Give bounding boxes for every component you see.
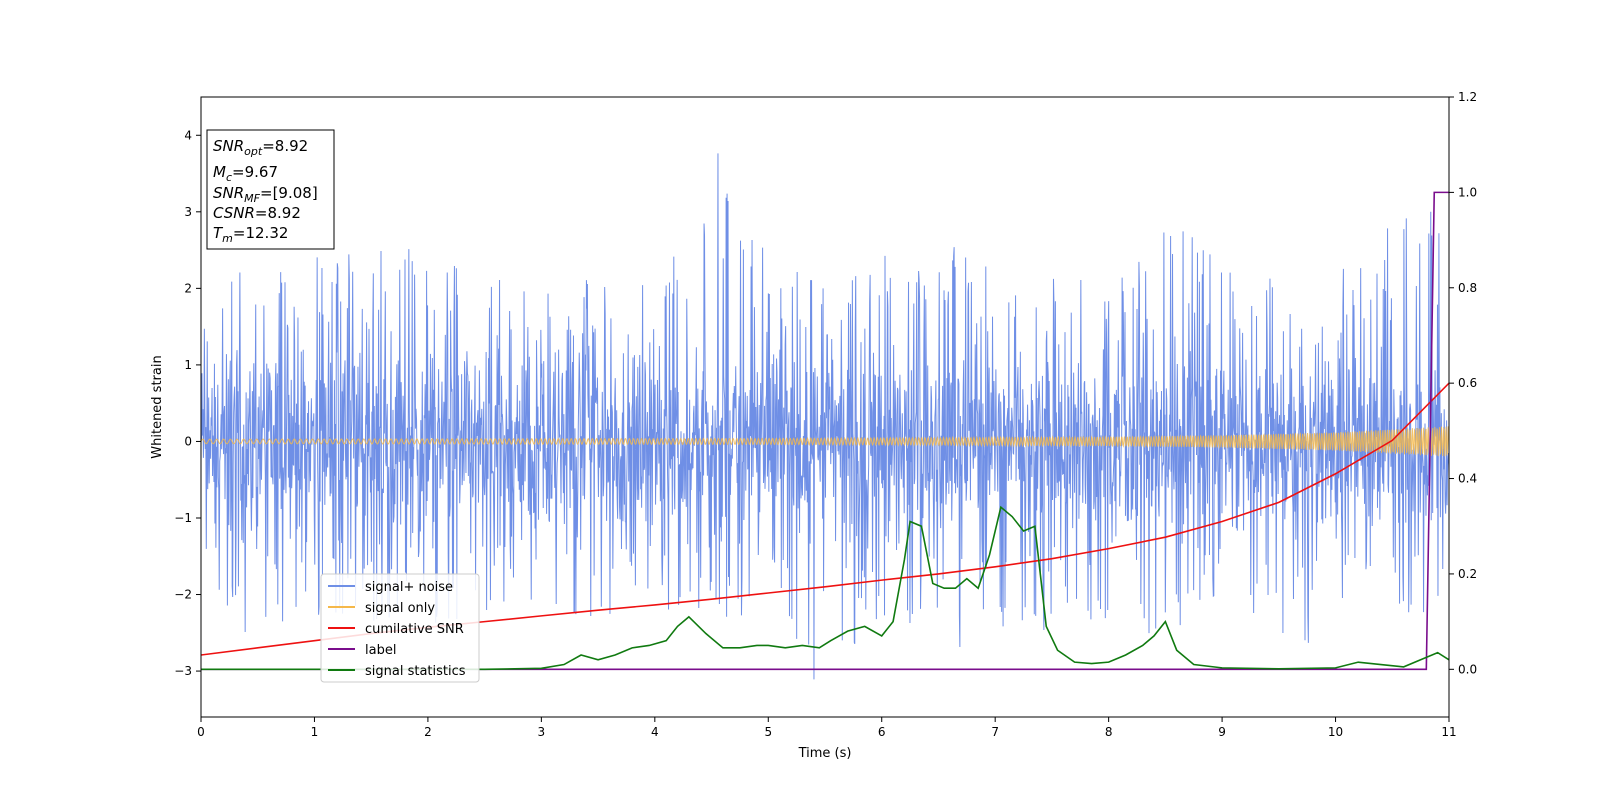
y-tick-label: −3 [174, 664, 192, 678]
x-tick-label: 9 [1218, 725, 1226, 739]
x-tick-label: 2 [424, 725, 432, 739]
series-signal-noise-line [201, 153, 1449, 680]
x-tick-label: 11 [1441, 725, 1456, 739]
legend-label: label [365, 643, 396, 658]
legend-label: signal statistics [365, 664, 466, 679]
y2-tick-label: 0.0 [1458, 662, 1477, 676]
x-tick-label: 0 [197, 725, 205, 739]
x-tick-label: 8 [1105, 725, 1113, 739]
legend-frame [320, 573, 480, 683]
y-axis-label: Whitened strain [150, 355, 165, 458]
y2-tick-label: 1.0 [1458, 185, 1477, 199]
y-axis-right: 0.0 0.2 0.4 0.6 0.8 1.0 1.2 [1449, 90, 1477, 676]
x-tick-label: 3 [538, 725, 546, 739]
legend: signal+ noise signal only cumilative SNR la… [320, 573, 480, 683]
legend-label: signal only [365, 601, 435, 616]
y-tick-label: 0 [184, 434, 192, 448]
series-layer [201, 153, 1449, 680]
x-tick-label: 7 [991, 725, 999, 739]
y-tick-label: −1 [174, 511, 192, 525]
series-signal-only-line [201, 426, 1449, 457]
series-1-group [201, 426, 1449, 457]
legend-label: signal+ noise [365, 580, 453, 595]
y2-tick-label: 0.4 [1458, 472, 1477, 486]
y2-tick-label: 0.6 [1458, 376, 1477, 390]
x-tick-label: 1 [311, 725, 319, 739]
series-0-group [201, 153, 1449, 680]
annotation-line: CSNR=8.92 [213, 204, 301, 222]
series-3-line [201, 191, 1449, 671]
y-tick-label: −2 [174, 588, 192, 602]
x-tick-label: 10 [1328, 725, 1343, 739]
legend-label: cumilative SNR [365, 622, 464, 637]
series-3-group [201, 191, 1449, 671]
annotation-line: Tm=12.32 [213, 224, 288, 245]
y2-tick-label: 0.8 [1458, 281, 1477, 295]
y2-tick-label: 1.2 [1458, 90, 1477, 104]
series-4-group [201, 505, 1449, 671]
y-tick-label: 4 [184, 128, 192, 142]
annotation-line: SNRMF=[9.08] [213, 184, 318, 205]
y-axis-left: −3 −2 −1 0 1 2 3 4 [174, 128, 201, 678]
annotation-line: SNRopt=8.92 [213, 137, 308, 158]
y-tick-label: 3 [184, 205, 192, 219]
annotation-frame [206, 129, 335, 250]
x-tick-label: 5 [764, 725, 772, 739]
x-tick-label: 4 [651, 725, 659, 739]
series-4-line [201, 505, 1449, 671]
y-tick-label: 1 [184, 358, 192, 372]
y2-tick-label: 0.2 [1458, 567, 1477, 581]
y-tick-label: 2 [184, 281, 192, 295]
annotation-line: Mc=9.67 [213, 163, 278, 184]
x-axis-label: Time (s) [798, 746, 852, 761]
x-axis: 0 1 2 3 4 5 6 7 8 9 10 11 [197, 717, 1457, 739]
plot-frame [200, 96, 1450, 718]
x-tick-label: 6 [878, 725, 886, 739]
